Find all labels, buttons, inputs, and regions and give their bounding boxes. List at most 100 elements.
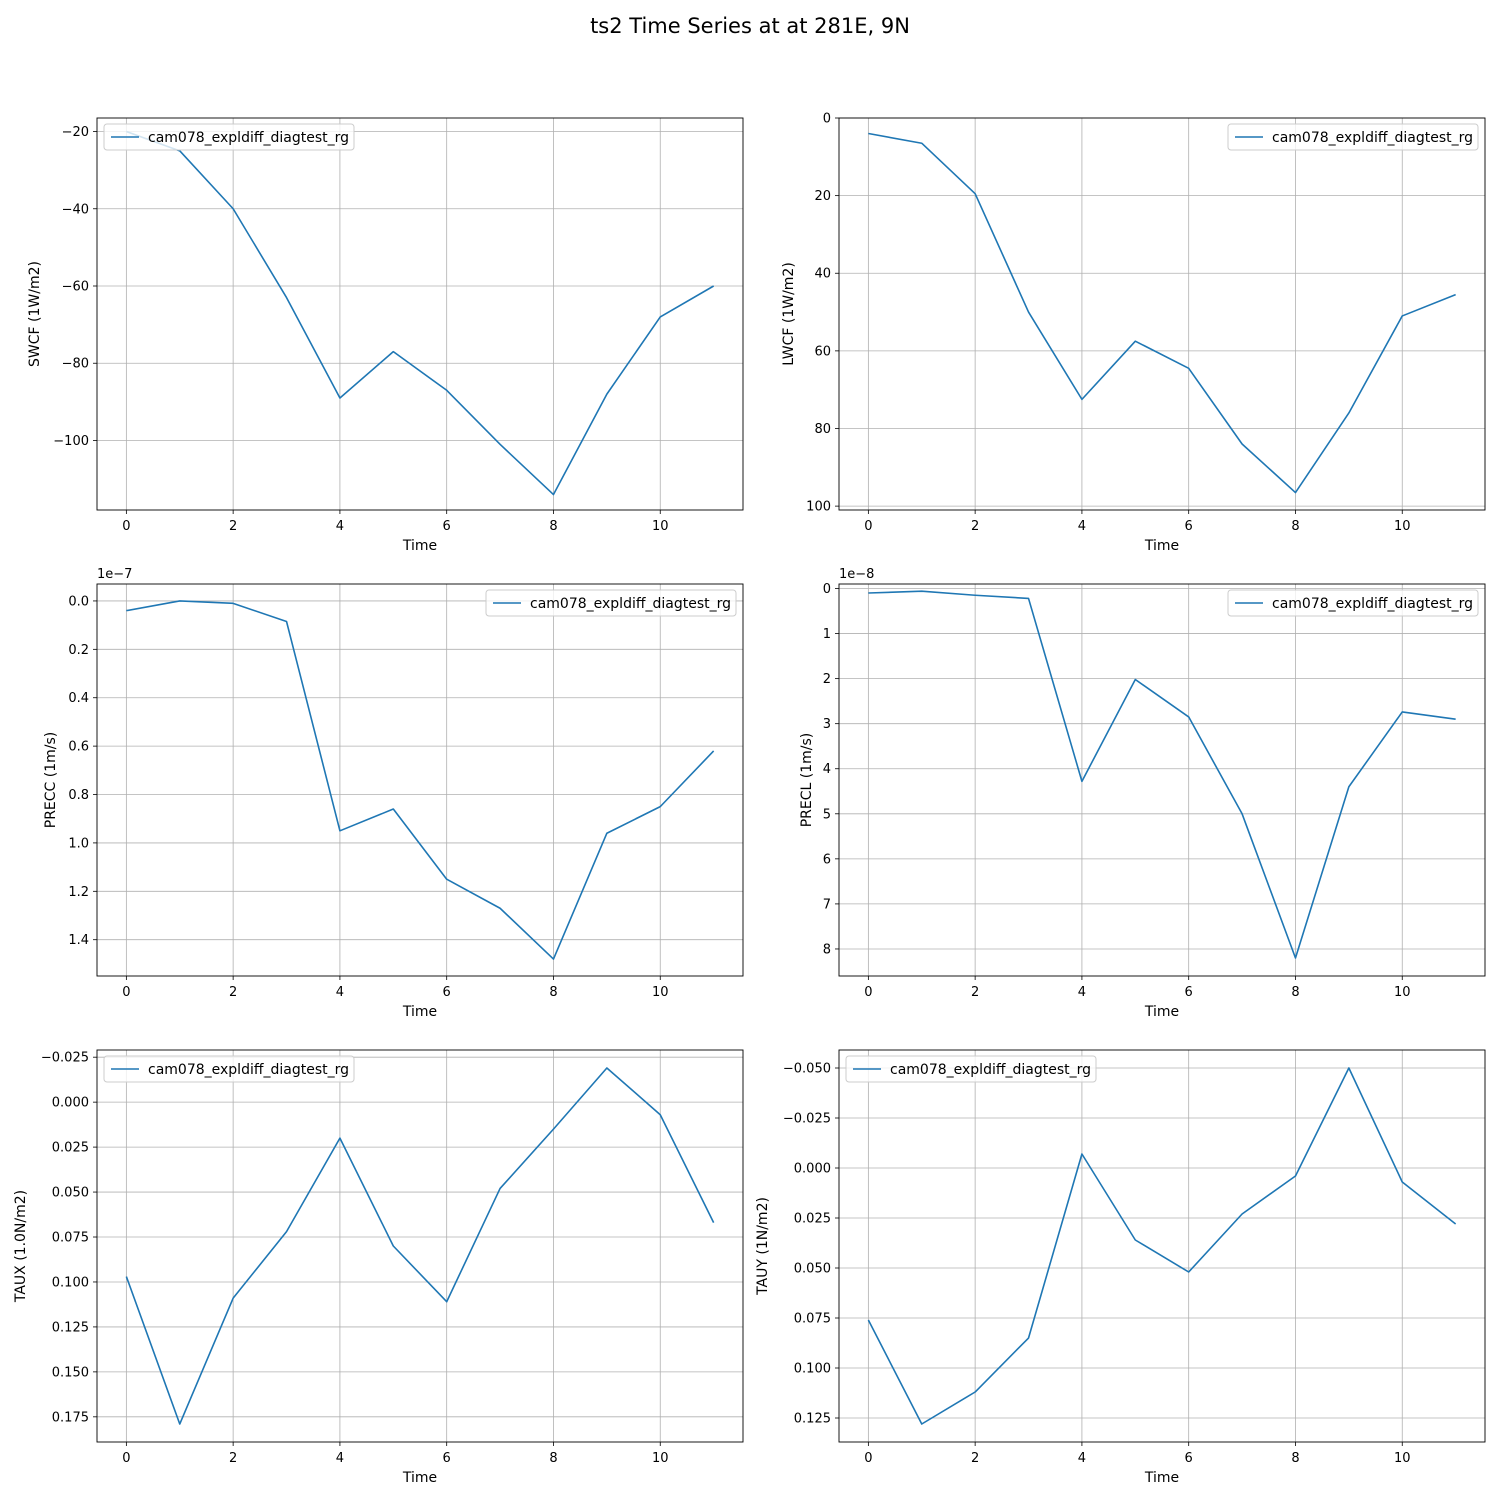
- axes-frame: [838, 117, 1486, 511]
- subplot-6: 0 2 4 6 8 10 −0.050 −0.025 0.000 0.025 0.050 0.075 0…: [755, 1049, 1486, 1486]
- x-tick-label: 2: [971, 1451, 979, 1466]
- y-tick-label: 0.075: [794, 1312, 831, 1327]
- legend: cam078_expldiff_diagtest_rg: [1227, 123, 1479, 151]
- x-axis-label: Time: [1144, 538, 1179, 554]
- y-tick-label: 3: [823, 717, 831, 732]
- y-tick-label: 0.025: [794, 1212, 831, 1227]
- x-axis-label: Time: [1144, 1470, 1179, 1486]
- y-axis-label: SWCF (1W/m2): [27, 261, 43, 367]
- x-tick-label: 10: [1394, 985, 1411, 1000]
- legend: cam078_expldiff_diagtest_rg: [1227, 589, 1479, 617]
- y-tick-label: 1.0: [68, 836, 89, 851]
- y-tick-label: 60: [814, 344, 831, 359]
- y-tick-label: 0.150: [52, 1365, 89, 1380]
- y-tick-label: 1.4: [68, 933, 89, 948]
- y-axis-label: LWCF (1W/m2): [781, 262, 797, 366]
- legend-label: cam078_expldiff_diagtest_rg: [148, 130, 349, 146]
- y-tick-label: −40: [62, 202, 89, 217]
- y-offset-label: 1e−7: [97, 567, 132, 582]
- legend: cam078_expldiff_diagtest_rg: [103, 123, 355, 151]
- x-tick-label: 8: [549, 1451, 557, 1466]
- x-tick-label: 8: [1291, 519, 1299, 534]
- axes-frame: [838, 1049, 1486, 1443]
- x-tick-label: 8: [549, 519, 557, 534]
- y-tick-label: 8: [823, 942, 831, 957]
- y-tick-label: 0.2: [68, 643, 89, 658]
- y-tick-label: 40: [814, 267, 831, 282]
- axes-frame: [96, 1049, 744, 1443]
- y-tick-label: 0: [823, 582, 831, 597]
- legend-box: [485, 589, 737, 617]
- x-tick-label: 0: [864, 985, 872, 1000]
- y-tick-label: −0.050: [783, 1062, 831, 1077]
- x-tick-label: 0: [122, 985, 130, 1000]
- legend-box: [103, 123, 355, 151]
- legend-box: [103, 1055, 355, 1083]
- y-tick-label: 0.000: [52, 1096, 89, 1111]
- x-tick-label: 6: [1185, 519, 1193, 534]
- y-tick-label: 0.125: [52, 1320, 89, 1335]
- y-tick-label: 0.000: [794, 1162, 831, 1177]
- y-tick-label: 1: [823, 627, 831, 642]
- x-axis-label: Time: [402, 1470, 437, 1486]
- x-tick-label: 0: [864, 1451, 872, 1466]
- y-tick-label: 0.125: [794, 1412, 831, 1427]
- y-tick-label: 80: [814, 422, 831, 437]
- x-axis-label: Time: [1144, 1004, 1179, 1020]
- legend: cam078_expldiff_diagtest_rg: [103, 1055, 355, 1083]
- y-tick-label: 0.050: [52, 1186, 89, 1201]
- legend-label: cam078_expldiff_diagtest_rg: [148, 1062, 349, 1078]
- y-tick-label: 0.0: [68, 594, 89, 609]
- y-tick-label: 0.6: [68, 740, 89, 755]
- y-tick-label: −0.025: [41, 1051, 89, 1066]
- y-axis-label: PRECC (1m/s): [43, 732, 59, 829]
- x-tick-label: 10: [1394, 519, 1411, 534]
- axes-frame: [96, 117, 744, 511]
- legend: cam078_expldiff_diagtest_rg: [845, 1055, 1097, 1083]
- y-tick-label: 0.050: [794, 1262, 831, 1277]
- x-tick-label: 2: [229, 519, 237, 534]
- x-tick-label: 6: [443, 1451, 451, 1466]
- y-axis-label: PRECL (1m/s): [799, 733, 815, 828]
- series-line: [125, 1067, 715, 1425]
- x-tick-label: 10: [652, 1451, 669, 1466]
- x-tick-label: 2: [229, 985, 237, 1000]
- subplot-4: 0 2 4 6 8 10 0 1 2 3 4 5 6 7 8 Time PRECL (1m/s) 1e−8 cam0…: [799, 567, 1486, 1020]
- x-axis-label: Time: [402, 1004, 437, 1020]
- y-tick-label: 20: [814, 189, 831, 204]
- x-tick-label: 4: [336, 519, 344, 534]
- subplot-1: 0 2 4 6 8 10 −20 −40 −60 −80 −100 Time SWCF (1W/m2) c…: [27, 117, 744, 554]
- y-tick-label: 4: [823, 762, 831, 777]
- legend-box: [845, 1055, 1097, 1083]
- y-tick-label: 0.175: [52, 1410, 89, 1425]
- y-offset-label: 1e−8: [839, 567, 874, 582]
- figure-title: ts2 Time Series at at 281E, 9N: [590, 14, 910, 38]
- y-tick-label: 0.025: [52, 1141, 89, 1156]
- legend-box: [1227, 123, 1479, 151]
- x-tick-label: 0: [122, 1451, 130, 1466]
- y-axis-label: TAUY (1N/m2): [755, 1197, 771, 1296]
- x-tick-label: 0: [864, 519, 872, 534]
- x-tick-label: 4: [336, 1451, 344, 1466]
- subplot-5: 0 2 4 6 8 10 −0.025 0.000 0.025 0.050 0.075 0.100 0.…: [13, 1049, 744, 1486]
- x-tick-label: 6: [443, 519, 451, 534]
- x-tick-label: 8: [1291, 1451, 1299, 1466]
- series-line: [126, 600, 715, 960]
- x-tick-label: 4: [336, 985, 344, 1000]
- x-tick-label: 2: [971, 985, 979, 1000]
- y-tick-label: 0.075: [52, 1231, 89, 1246]
- x-tick-label: 4: [1078, 1451, 1086, 1466]
- x-tick-label: 2: [971, 519, 979, 534]
- x-tick-label: 10: [652, 985, 669, 1000]
- y-tick-label: −0.025: [783, 1112, 831, 1127]
- legend-label: cam078_expldiff_diagtest_rg: [890, 1062, 1091, 1078]
- legend-label: cam078_expldiff_diagtest_rg: [1272, 130, 1473, 146]
- legend-box: [1227, 589, 1479, 617]
- x-tick-label: 6: [443, 985, 451, 1000]
- legend-label: cam078_expldiff_diagtest_rg: [1272, 596, 1473, 612]
- series-line: [868, 590, 1456, 959]
- y-axis-label: TAUX (1.0N/m2): [13, 1190, 29, 1303]
- y-tick-label: 2: [823, 672, 831, 687]
